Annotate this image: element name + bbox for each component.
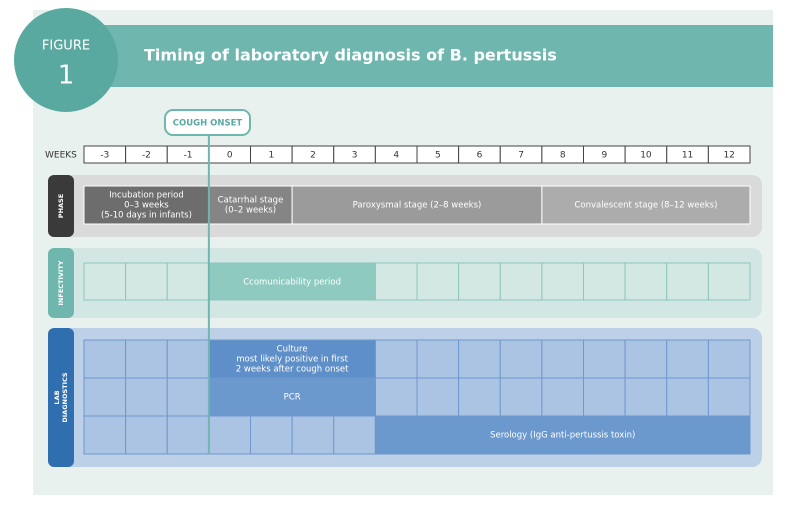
lab-cell [707,339,751,379]
week-number: 7 [518,151,524,161]
lab-test [208,377,376,417]
lab-cell [416,377,460,417]
infectivity-cell [541,262,584,301]
lab-cell [333,415,376,455]
infectivity-cell [499,262,543,301]
section-tab [48,175,74,237]
phase-stage [83,185,210,225]
infectivity-cell [666,262,709,301]
lab-cell [666,339,709,379]
phase-text: 0–3 weeks [124,201,169,211]
communicability-text: Ccomunicability period [243,278,341,288]
lab-cell [666,377,709,417]
phase-text: (0–2 weeks) [225,206,276,216]
lab-text: PCR [284,393,301,403]
infectivity-cell [416,262,460,301]
lab-cell [208,415,251,455]
lab-cell [166,377,210,417]
lab-cell [125,339,168,379]
lab-cell [374,339,418,379]
lab-cell [499,339,543,379]
week-number: 11 [682,151,693,161]
lab-cell [416,339,460,379]
week-number: 4 [393,151,399,161]
lab-cell [583,377,626,417]
lab-cell [125,377,168,417]
lab-text: Culture [277,345,308,355]
lab-text: most likely positive in first [236,355,348,365]
week-number: -1 [184,151,193,161]
title-bar [60,25,773,87]
phase-text: Catarrhal stage [218,196,284,206]
lab-cell [83,415,127,455]
lab-cell [374,377,418,417]
section-label: INFECTIVITY [57,260,65,305]
phase-text: Paroxysmal stage (2–8 weeks) [353,201,482,211]
section-tab [48,248,74,318]
week-number: 12 [723,151,734,161]
infectivity-cell [707,262,751,301]
week-number: 1 [268,151,274,161]
infectivity-cell [458,262,501,301]
week-number: -2 [142,151,151,161]
phase-text: Incubation period [109,191,184,201]
lab-cell [166,339,210,379]
phase-stage [541,185,751,225]
lab-cell [541,339,584,379]
communicability-period [208,262,376,301]
lab-cell [499,377,543,417]
lab-cell [166,415,210,455]
onset-box [164,109,251,136]
week-number: 5 [435,151,441,161]
week-cell [707,145,751,164]
lab-cell [250,415,293,455]
lab-cell [458,339,501,379]
phase-stage [291,185,543,225]
infectivity-cell [374,262,418,301]
lab-cell [83,339,127,379]
infectivity-cell [583,262,626,301]
lab-cell [624,339,668,379]
section-label: DIAGNOSTICS [61,372,69,423]
lab-cell [624,377,668,417]
week-number: 6 [477,151,483,161]
week-number: -3 [100,151,109,161]
week-number: 3 [352,151,358,161]
lab-test [208,339,376,379]
phase-text: Convalescent stage (8–12 weeks) [574,201,717,211]
week-number: 0 [227,151,233,161]
lab-cell [83,377,127,417]
lab-cell [583,339,626,379]
phase-stage [208,185,293,225]
infectivity-cell [83,262,127,301]
figure-badge [14,8,118,112]
infectivity-cell [166,262,210,301]
week-number: 8 [560,151,566,161]
section-label: LAB [53,390,61,404]
phase-text: (5-10 days in infants) [101,211,192,221]
week-number: 10 [640,151,652,161]
lab-cell [125,415,168,455]
week-number: 9 [601,151,607,161]
infectivity-cell [624,262,668,301]
section-tab [48,328,74,467]
figure-label: FIGURE [42,39,90,54]
lab-test [374,415,751,455]
lab-text: 2 weeks after cough onset [236,365,349,375]
infectivity-cell [125,262,168,301]
lab-cell [458,377,501,417]
week-number: 2 [310,151,316,161]
lab-cell [541,377,584,417]
weeks-label: WEEKS [45,151,77,161]
lab-text: Serology (IgG anti-pertussis toxin) [490,431,635,441]
lab-cell [707,377,751,417]
lab-cell [291,415,335,455]
onset-label: COUGH ONSET [173,119,243,129]
section-label: PHASE [57,194,65,218]
figure-number: 1 [58,61,75,91]
title: Timing of laboratory diagnosis of B. per… [144,46,557,65]
